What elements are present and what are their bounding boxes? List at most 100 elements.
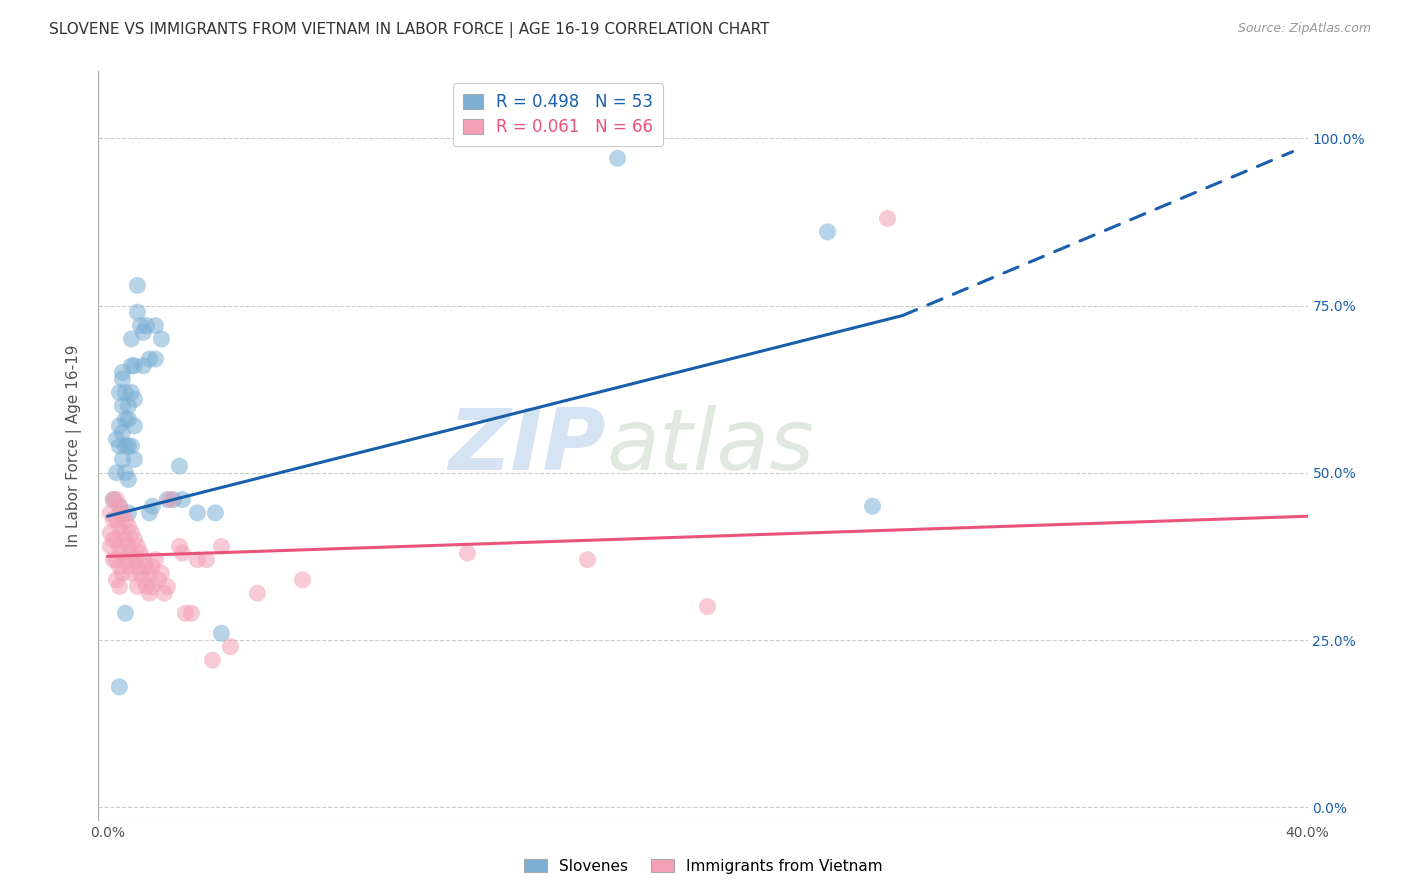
- Point: [114, 533, 136, 547]
- Point: [105, 513, 128, 527]
- Point: [117, 473, 139, 487]
- Point: [120, 526, 142, 541]
- Point: [172, 492, 194, 507]
- Point: [124, 419, 146, 434]
- Point: [103, 533, 125, 547]
- Point: [127, 305, 149, 319]
- Point: [132, 359, 155, 373]
- Legend: R = 0.498   N = 53, R = 0.061   N = 66: R = 0.498 N = 53, R = 0.061 N = 66: [453, 84, 664, 146]
- Point: [135, 559, 157, 574]
- Point: [117, 439, 139, 453]
- Point: [153, 586, 176, 600]
- Point: [141, 559, 163, 574]
- Point: [195, 553, 218, 567]
- Point: [156, 580, 179, 594]
- Point: [108, 419, 131, 434]
- Point: [606, 152, 628, 166]
- Point: [114, 607, 136, 621]
- Point: [108, 385, 131, 400]
- Text: SLOVENE VS IMMIGRANTS FROM VIETNAM IN LABOR FORCE | AGE 16-19 CORRELATION CHART: SLOVENE VS IMMIGRANTS FROM VIETNAM IN LA…: [49, 22, 769, 38]
- Point: [132, 573, 155, 587]
- Text: atlas: atlas: [606, 404, 814, 488]
- Point: [174, 607, 197, 621]
- Point: [180, 607, 202, 621]
- Point: [138, 566, 160, 581]
- Point: [186, 553, 208, 567]
- Point: [103, 492, 125, 507]
- Point: [201, 653, 224, 667]
- Point: [862, 500, 884, 514]
- Point: [114, 466, 136, 480]
- Point: [111, 425, 134, 440]
- Point: [100, 526, 122, 541]
- Point: [111, 566, 134, 581]
- Point: [103, 492, 125, 507]
- Point: [817, 225, 839, 239]
- Point: [108, 439, 131, 453]
- Point: [100, 506, 122, 520]
- Point: [124, 533, 146, 547]
- Point: [127, 580, 149, 594]
- Point: [120, 332, 142, 346]
- Point: [124, 452, 146, 467]
- Point: [120, 546, 142, 560]
- Point: [120, 385, 142, 400]
- Point: [148, 573, 170, 587]
- Point: [108, 500, 131, 514]
- Point: [129, 318, 152, 333]
- Point: [114, 385, 136, 400]
- Point: [159, 492, 181, 507]
- Point: [124, 359, 146, 373]
- Point: [105, 553, 128, 567]
- Point: [127, 278, 149, 293]
- Point: [103, 513, 125, 527]
- Point: [108, 580, 131, 594]
- Point: [172, 546, 194, 560]
- Point: [132, 326, 155, 340]
- Point: [209, 626, 232, 640]
- Point: [117, 506, 139, 520]
- Point: [103, 553, 125, 567]
- Point: [111, 366, 134, 380]
- Point: [156, 492, 179, 507]
- Point: [209, 539, 232, 553]
- Point: [108, 539, 131, 553]
- Point: [124, 392, 146, 407]
- Point: [108, 559, 131, 574]
- Point: [138, 352, 160, 367]
- Point: [138, 586, 160, 600]
- Point: [117, 399, 139, 413]
- Point: [111, 399, 134, 413]
- Point: [111, 506, 134, 520]
- Point: [111, 452, 134, 467]
- Point: [456, 546, 478, 560]
- Point: [114, 412, 136, 426]
- Point: [162, 492, 184, 507]
- Point: [105, 466, 128, 480]
- Point: [246, 586, 269, 600]
- Point: [876, 211, 898, 226]
- Point: [100, 539, 122, 553]
- Text: ZIP: ZIP: [449, 404, 606, 488]
- Point: [114, 553, 136, 567]
- Point: [169, 459, 191, 474]
- Point: [145, 318, 167, 333]
- Point: [117, 539, 139, 553]
- Point: [127, 559, 149, 574]
- Point: [576, 553, 599, 567]
- Point: [117, 519, 139, 533]
- Point: [114, 513, 136, 527]
- Point: [127, 539, 149, 553]
- Point: [114, 439, 136, 453]
- Point: [129, 566, 152, 581]
- Legend: Slovenes, Immigrants from Vietnam: Slovenes, Immigrants from Vietnam: [517, 853, 889, 880]
- Point: [132, 553, 155, 567]
- Point: [117, 412, 139, 426]
- Point: [135, 318, 157, 333]
- Point: [111, 372, 134, 386]
- Point: [141, 500, 163, 514]
- Point: [117, 559, 139, 574]
- Point: [150, 566, 173, 581]
- Point: [111, 546, 134, 560]
- Point: [145, 553, 167, 567]
